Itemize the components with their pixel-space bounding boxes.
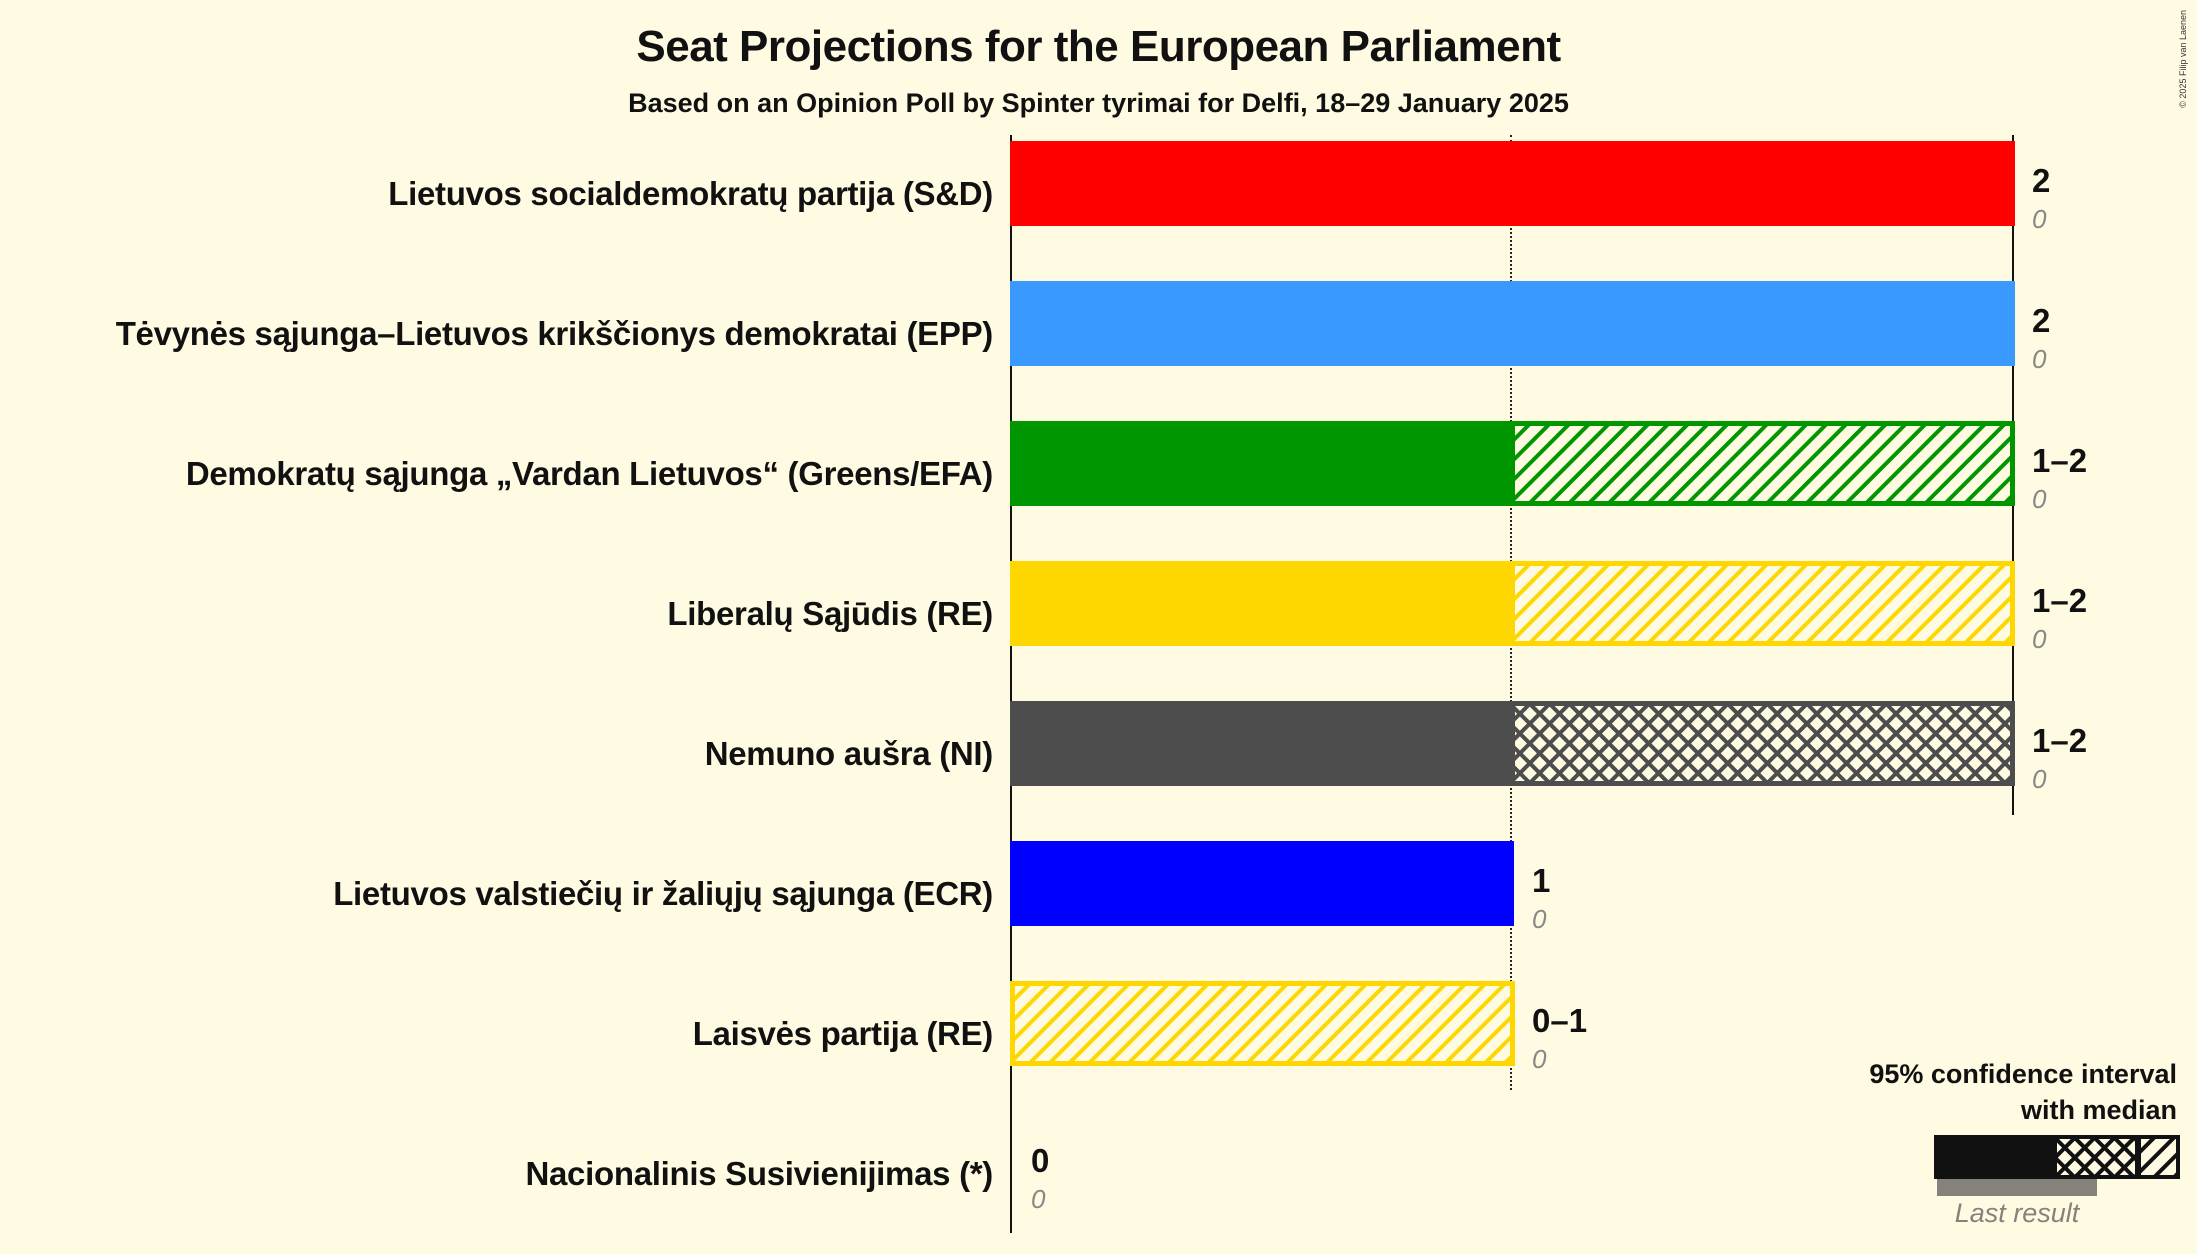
bar-na-median — [1010, 701, 1512, 786]
chart-subtitle: Based on an Opinion Poll by Spinter tyri… — [628, 88, 1569, 118]
party-label: Liberalų Sąjūdis (RE) — [667, 595, 993, 632]
last-result: 0 — [1031, 1184, 1046, 1214]
bar-sd — [1010, 141, 2015, 226]
seat-range: 1–2 — [2032, 582, 2088, 619]
last-result: 0 — [2032, 344, 2047, 374]
party-label: Nacionalinis Susivienijimas (*) — [525, 1155, 993, 1192]
legend-title: 95% confidence interval with median — [1869, 1056, 2177, 1128]
legend-line2: with median — [2020, 1095, 2177, 1125]
bar-ls-ci — [1510, 561, 2015, 646]
bar-ls-median — [1010, 561, 1512, 646]
party-label: Demokratų sąjunga „Vardan Lietuvos“ (Gre… — [185, 455, 993, 492]
party-label: Laisvės partija (RE) — [692, 1015, 994, 1052]
seat-range: 1–2 — [2032, 722, 2088, 759]
last-result: 0 — [2032, 484, 2047, 514]
seat-range: 0–1 — [1532, 1002, 1588, 1039]
legend-median-swatch — [1934, 1135, 2058, 1179]
seat-range: 1 — [1532, 862, 1551, 899]
last-result: 0 — [2032, 204, 2047, 234]
party-label: Lietuvos valstiečių ir žaliųjų sąjunga (… — [333, 875, 993, 912]
copyright: © 2025 Filip van Laenen — [2178, 10, 2188, 108]
seat-range: 1–2 — [2032, 442, 2088, 479]
party-label: Tėvynės sąjunga–Lietuvos krikščionys dem… — [115, 315, 994, 352]
bar-na-ci — [1510, 701, 2015, 786]
bar-greens-efa-ci — [1510, 421, 2015, 506]
chart-title: Seat Projections for the European Parlia… — [636, 22, 1561, 71]
y-axis-line — [1010, 135, 1012, 1233]
party-label: Nemuno aušra (NI) — [704, 735, 994, 772]
bar-greens-efa-median — [1010, 421, 1512, 506]
seat-range: 0 — [1031, 1142, 1050, 1179]
bar-epp — [1010, 281, 2015, 366]
bar-ecr — [1010, 841, 1514, 926]
last-result: 0 — [1532, 904, 1547, 934]
last-result: 0 — [1532, 1044, 1547, 1074]
legend-last-result-swatch — [1937, 1179, 2097, 1196]
seat-range: 2 — [2032, 162, 2051, 199]
legend-line1: 95% confidence interval — [1869, 1059, 2177, 1089]
legend-ci-swatch — [2055, 1135, 2180, 1179]
seat-range: 2 — [2032, 302, 2051, 339]
last-result: 0 — [2032, 624, 2047, 654]
legend-last-result-label: Last result — [1954, 1198, 2080, 1228]
last-result: 0 — [2032, 764, 2047, 794]
bar-lp-ci — [1010, 981, 1515, 1066]
party-label: Lietuvos socialdemokratų partija (S&D) — [388, 175, 993, 212]
